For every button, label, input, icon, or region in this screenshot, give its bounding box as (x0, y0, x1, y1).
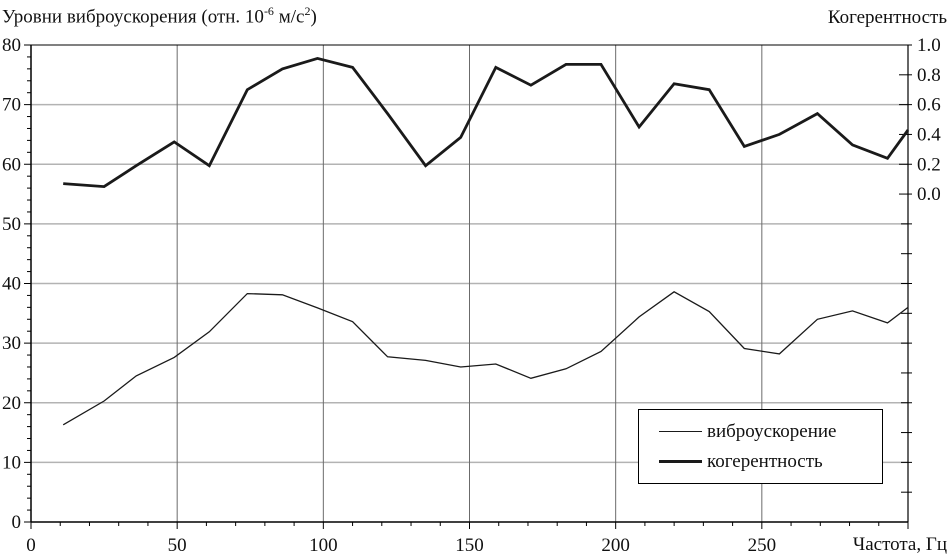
y-left-tick-label: 70 (2, 95, 21, 116)
y-left-tick-label: 20 (2, 393, 21, 414)
right-axis-title: Когерентность (827, 7, 947, 28)
x-tick-label: 200 (601, 535, 630, 556)
title-superscript-squared: 2 (304, 4, 311, 18)
y-left-tick-label: 40 (2, 274, 21, 295)
coherence-line (63, 56, 910, 189)
chart-title-left: Уровни виброускорения (отн. 10-6 м/с2) (2, 4, 317, 28)
legend-entry-vibro: виброускорение (659, 422, 882, 441)
x-tick-label: 150 (455, 535, 484, 556)
legend-label-vibro: виброускорение (707, 420, 837, 442)
x-axis-title: Частота, Гц (852, 534, 947, 555)
y-right-tick-label: 0.0 (917, 184, 941, 205)
y-right-tick-label: 0.6 (917, 95, 941, 116)
thick-line-sample (659, 460, 702, 464)
x-tick-label: 100 (309, 535, 338, 556)
y-left-tick-label: 10 (2, 452, 21, 473)
y-left-tick-label: 60 (2, 154, 21, 175)
x-tick-label: 0 (26, 535, 36, 556)
x-tick-label: 250 (748, 535, 777, 556)
legend-label-coherence: когерентность (707, 451, 823, 473)
y-right-tick-label: 0.2 (917, 154, 941, 175)
legend-entry-coherence: когерентность (659, 452, 882, 471)
y-left-tick-label: 80 (2, 35, 21, 56)
title-superscript-exponent: -6 (263, 4, 274, 18)
y-left-tick-label: 30 (2, 333, 21, 354)
y-right-tick-label: 0.8 (917, 65, 941, 86)
legend-box: виброускорение когерентность (638, 409, 883, 484)
y-left-tick-label: 50 (2, 214, 21, 235)
x-tick-label: 50 (168, 535, 187, 556)
vibroacceleration-line (62, 291, 909, 426)
y-left-tick-label: 0 (12, 512, 22, 533)
y-right-tick-label: 1.0 (917, 35, 941, 56)
thin-line-sample (659, 430, 702, 432)
y-right-tick-label: 0.4 (917, 124, 941, 145)
